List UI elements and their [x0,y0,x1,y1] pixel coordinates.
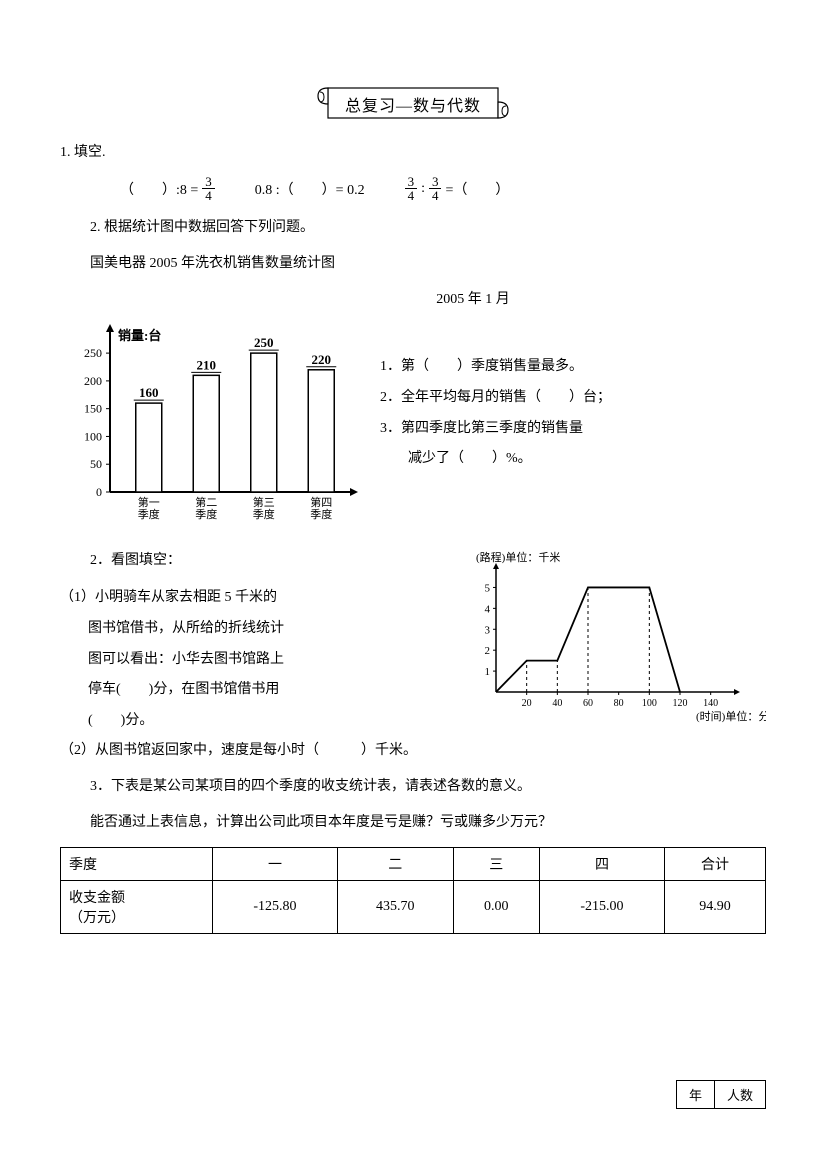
svg-text:150: 150 [84,402,102,416]
footer-c2: 人数 [714,1081,765,1109]
q1-expr2: 0.8 :（ ）= 0.2 [255,179,365,199]
svg-text:3: 3 [485,624,491,636]
svg-text:120: 120 [673,698,688,709]
fraction-3-4-c: 3 4 [429,175,442,202]
q2b-p1c: 图可以看出：小华去图书馆路上 [60,645,456,676]
q1-expr3-tail: =（ ） [445,179,509,199]
q3-label: 3．下表是某公司某项目的四个季度的收支统计表，请表述各数的意义。 [60,773,766,801]
q2b-p1d: 停车( )分，在图书馆借书用 [60,675,456,706]
q2b-p2: （2）从图书馆返回家中，速度是每小时（ ）千米。 [60,737,766,765]
svg-text:200: 200 [84,374,102,388]
colon: : [421,181,425,197]
svg-text:季度: 季度 [138,507,160,521]
svg-text:(路程)单位：千米: (路程)单位：千米 [476,550,560,564]
q2-rq3b: 减少了（ ）%。 [380,444,766,475]
q2b-p1b: 图书馆借书，从所给的折线统计 [60,614,456,645]
q1-label: 1. 填空. [60,139,766,167]
svg-text:20: 20 [522,698,532,709]
footer-table: 年 人数 [676,1080,766,1109]
q1-expr1-pre: （ ）:8 = [120,179,198,199]
fraction-3-4-b: 3 4 [405,175,418,202]
svg-text:220: 220 [312,352,332,367]
page-title: 总复习—数与代数 [308,92,518,116]
svg-text:160: 160 [139,385,159,400]
q2b-p1a: （1）小明骑车从家去相距 5 千米的 [60,583,456,614]
finance-table: 季度一二三四合计 收支金额 （万元）-125.80435.700.00-215.… [60,847,766,934]
title-banner: 总复习—数与代数 [308,80,518,124]
svg-text:季度: 季度 [195,507,217,521]
svg-text:250: 250 [254,335,274,350]
q2-rq3: 3．第四季度比第三季度的销售量 [380,414,766,445]
svg-text:第四: 第四 [310,495,332,509]
svg-text:0: 0 [96,485,102,499]
q2-sub: 国美电器 2005 年洗衣机销售数量统计图 [60,250,766,278]
q3-sub: 能否通过上表信息，计算出公司此项目本年度是亏是赚？亏或赚多少万元？ [60,809,766,837]
svg-text:250: 250 [84,346,102,360]
svg-text:季度: 季度 [253,507,275,521]
svg-text:100: 100 [642,698,657,709]
q2b-p1e: ( )分。 [60,706,456,737]
q2-label: 2. 根据统计图中数据回答下列问题。 [60,214,766,242]
svg-text:季度: 季度 [310,507,332,521]
svg-text:第一: 第一 [138,495,160,509]
bar-chart: 050100150200250销量:台160第一季度210第二季度250第三季度… [60,322,360,537]
svg-text:80: 80 [614,698,624,709]
svg-text:40: 40 [552,698,562,709]
line-chart: (路程)单位：千米 1 2 3 4 5 20 40 60 80 100 120 140(时间)单位：分 [466,547,766,737]
q2b-label: 2．看图填空： [60,547,456,575]
footer-c1: 年 [676,1081,714,1109]
svg-text:60: 60 [583,698,593,709]
svg-text:5: 5 [485,582,491,594]
svg-text:(时间)单位：分: (时间)单位：分 [696,709,766,723]
svg-text:2: 2 [485,645,491,657]
svg-text:销量:台: 销量:台 [118,328,161,343]
svg-text:4: 4 [485,603,491,615]
svg-text:第二: 第二 [195,495,217,509]
svg-text:第三: 第三 [253,495,275,509]
svg-text:210: 210 [197,357,217,372]
svg-text:100: 100 [84,429,102,443]
q2-rq2: 2．全年平均每月的销售（ ）台； [380,383,766,414]
fraction-3-4-a: 3 4 [202,175,215,202]
q1-math: （ ）:8 = 3 4 0.8 :（ ）= 0.2 3 4 : 3 4 =（ ） [60,175,766,202]
svg-text:140: 140 [703,698,718,709]
q2-month: 2005 年 1 月 [60,286,766,314]
q2-rq1: 1．第（ ）季度销售量最多。 [380,352,766,383]
svg-text:50: 50 [90,457,102,471]
svg-text:1: 1 [485,666,491,678]
